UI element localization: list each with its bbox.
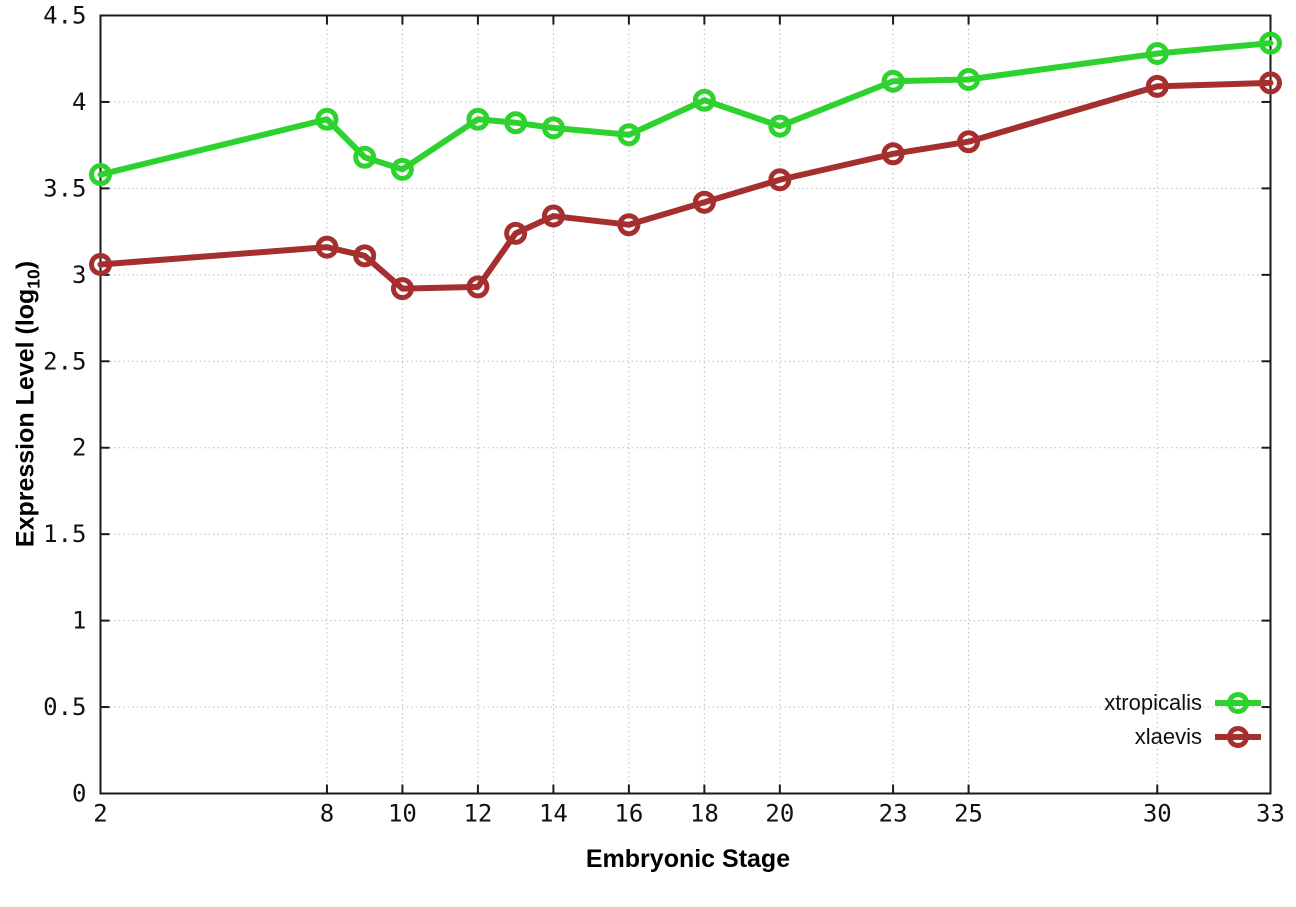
data-point-xlaevis-stage-25 bbox=[957, 130, 981, 154]
y-tick-label-3.5: 3.5 bbox=[43, 174, 86, 202]
x-tick-label-25: 25 bbox=[954, 800, 983, 828]
x-tick-label-14: 14 bbox=[539, 800, 568, 828]
data-point-xlaevis-stage-12 bbox=[466, 275, 490, 299]
data-point-xtropicalis-stage-14 bbox=[541, 116, 565, 140]
x-tick-label-10: 10 bbox=[388, 800, 417, 828]
data-point-xlaevis-stage-13 bbox=[504, 221, 528, 245]
series-xtropicalis-line bbox=[97, 40, 1274, 178]
x-tick-label-12: 12 bbox=[463, 800, 492, 828]
legend-item-xlaevis: xlaevis bbox=[1104, 720, 1262, 754]
x-tick-label-18: 18 bbox=[690, 800, 719, 828]
data-point-xlaevis-stage-23 bbox=[881, 142, 905, 166]
data-point-xlaevis-stage-14 bbox=[541, 204, 565, 228]
data-point-xlaevis-stage-33 bbox=[1259, 71, 1282, 95]
data-point-xtropicalis-stage-8 bbox=[315, 107, 339, 131]
y-tick-label-0: 0 bbox=[72, 780, 86, 808]
legend-marker-xlaevis-icon bbox=[1215, 726, 1261, 748]
x-tick-label-8: 8 bbox=[320, 800, 334, 828]
x-tick-label-30: 30 bbox=[1143, 800, 1172, 828]
y-tick-label-4: 4 bbox=[72, 88, 86, 116]
y-tick-label-4.5: 4.5 bbox=[43, 2, 86, 30]
data-point-xtropicalis-stage-16 bbox=[617, 123, 641, 147]
x-tick-label-16: 16 bbox=[614, 800, 643, 828]
y-axis-title: Expression Level (log10) bbox=[12, 261, 45, 547]
legend-label-xlaevis: xlaevis bbox=[1134, 724, 1202, 749]
x-tick-label-33: 33 bbox=[1256, 800, 1285, 828]
x-tick-label-23: 23 bbox=[879, 800, 908, 828]
data-point-xlaevis-stage-9 bbox=[353, 244, 377, 268]
y-tick-label-0.5: 0.5 bbox=[43, 693, 86, 721]
y-axis-title-text: Expression Level (log bbox=[11, 288, 40, 548]
y-tick-label-1.5: 1.5 bbox=[43, 520, 86, 548]
y-tick-label-3: 3 bbox=[72, 261, 86, 289]
data-point-xtropicalis-stage-9 bbox=[353, 145, 377, 169]
data-point-xlaevis-stage-18 bbox=[692, 190, 716, 214]
plot-border bbox=[99, 14, 1272, 795]
x-tick-label-2: 2 bbox=[93, 800, 107, 828]
y-tick-label-2: 2 bbox=[72, 434, 86, 462]
y-tick-label-1: 1 bbox=[72, 607, 86, 635]
data-point-xlaevis-stage-30 bbox=[1145, 74, 1169, 98]
x-axis-title: Embryonic Stage bbox=[585, 845, 791, 873]
data-point-xtropicalis-stage-12 bbox=[466, 107, 490, 131]
data-point-xlaevis-stage-8 bbox=[315, 235, 339, 259]
y-tick-label-2.5: 2.5 bbox=[43, 347, 86, 375]
data-point-xlaevis-stage-2 bbox=[89, 252, 112, 276]
legend-marker-xtropicalis-icon bbox=[1215, 692, 1261, 714]
data-point-xlaevis-stage-20 bbox=[768, 168, 792, 192]
data-point-xtropicalis-stage-33 bbox=[1259, 31, 1282, 55]
data-point-xtropicalis-stage-20 bbox=[768, 114, 792, 138]
data-point-xlaevis-stage-10 bbox=[390, 277, 414, 301]
data-point-xtropicalis-stage-23 bbox=[881, 69, 905, 93]
data-point-xtropicalis-stage-10 bbox=[390, 157, 414, 181]
y-axis-title-subscript: 10 bbox=[23, 269, 44, 289]
data-point-xlaevis-stage-16 bbox=[617, 213, 641, 237]
series-xlaevis-line bbox=[97, 79, 1274, 292]
data-point-xtropicalis-stage-18 bbox=[692, 88, 716, 112]
legend-label-xtropicalis: xtropicalis bbox=[1104, 690, 1202, 715]
data-point-xtropicalis-stage-2 bbox=[89, 163, 112, 187]
data-point-xtropicalis-stage-30 bbox=[1145, 42, 1169, 66]
legend: xtropicalis xlaevis bbox=[1104, 686, 1262, 754]
data-point-xtropicalis-stage-25 bbox=[957, 67, 981, 91]
x-tick-label-20: 20 bbox=[765, 800, 794, 828]
data-point-xtropicalis-stage-13 bbox=[504, 111, 528, 135]
legend-item-xtropicalis: xtropicalis bbox=[1104, 686, 1262, 720]
y-axis-title-suffix: ) bbox=[11, 260, 40, 270]
